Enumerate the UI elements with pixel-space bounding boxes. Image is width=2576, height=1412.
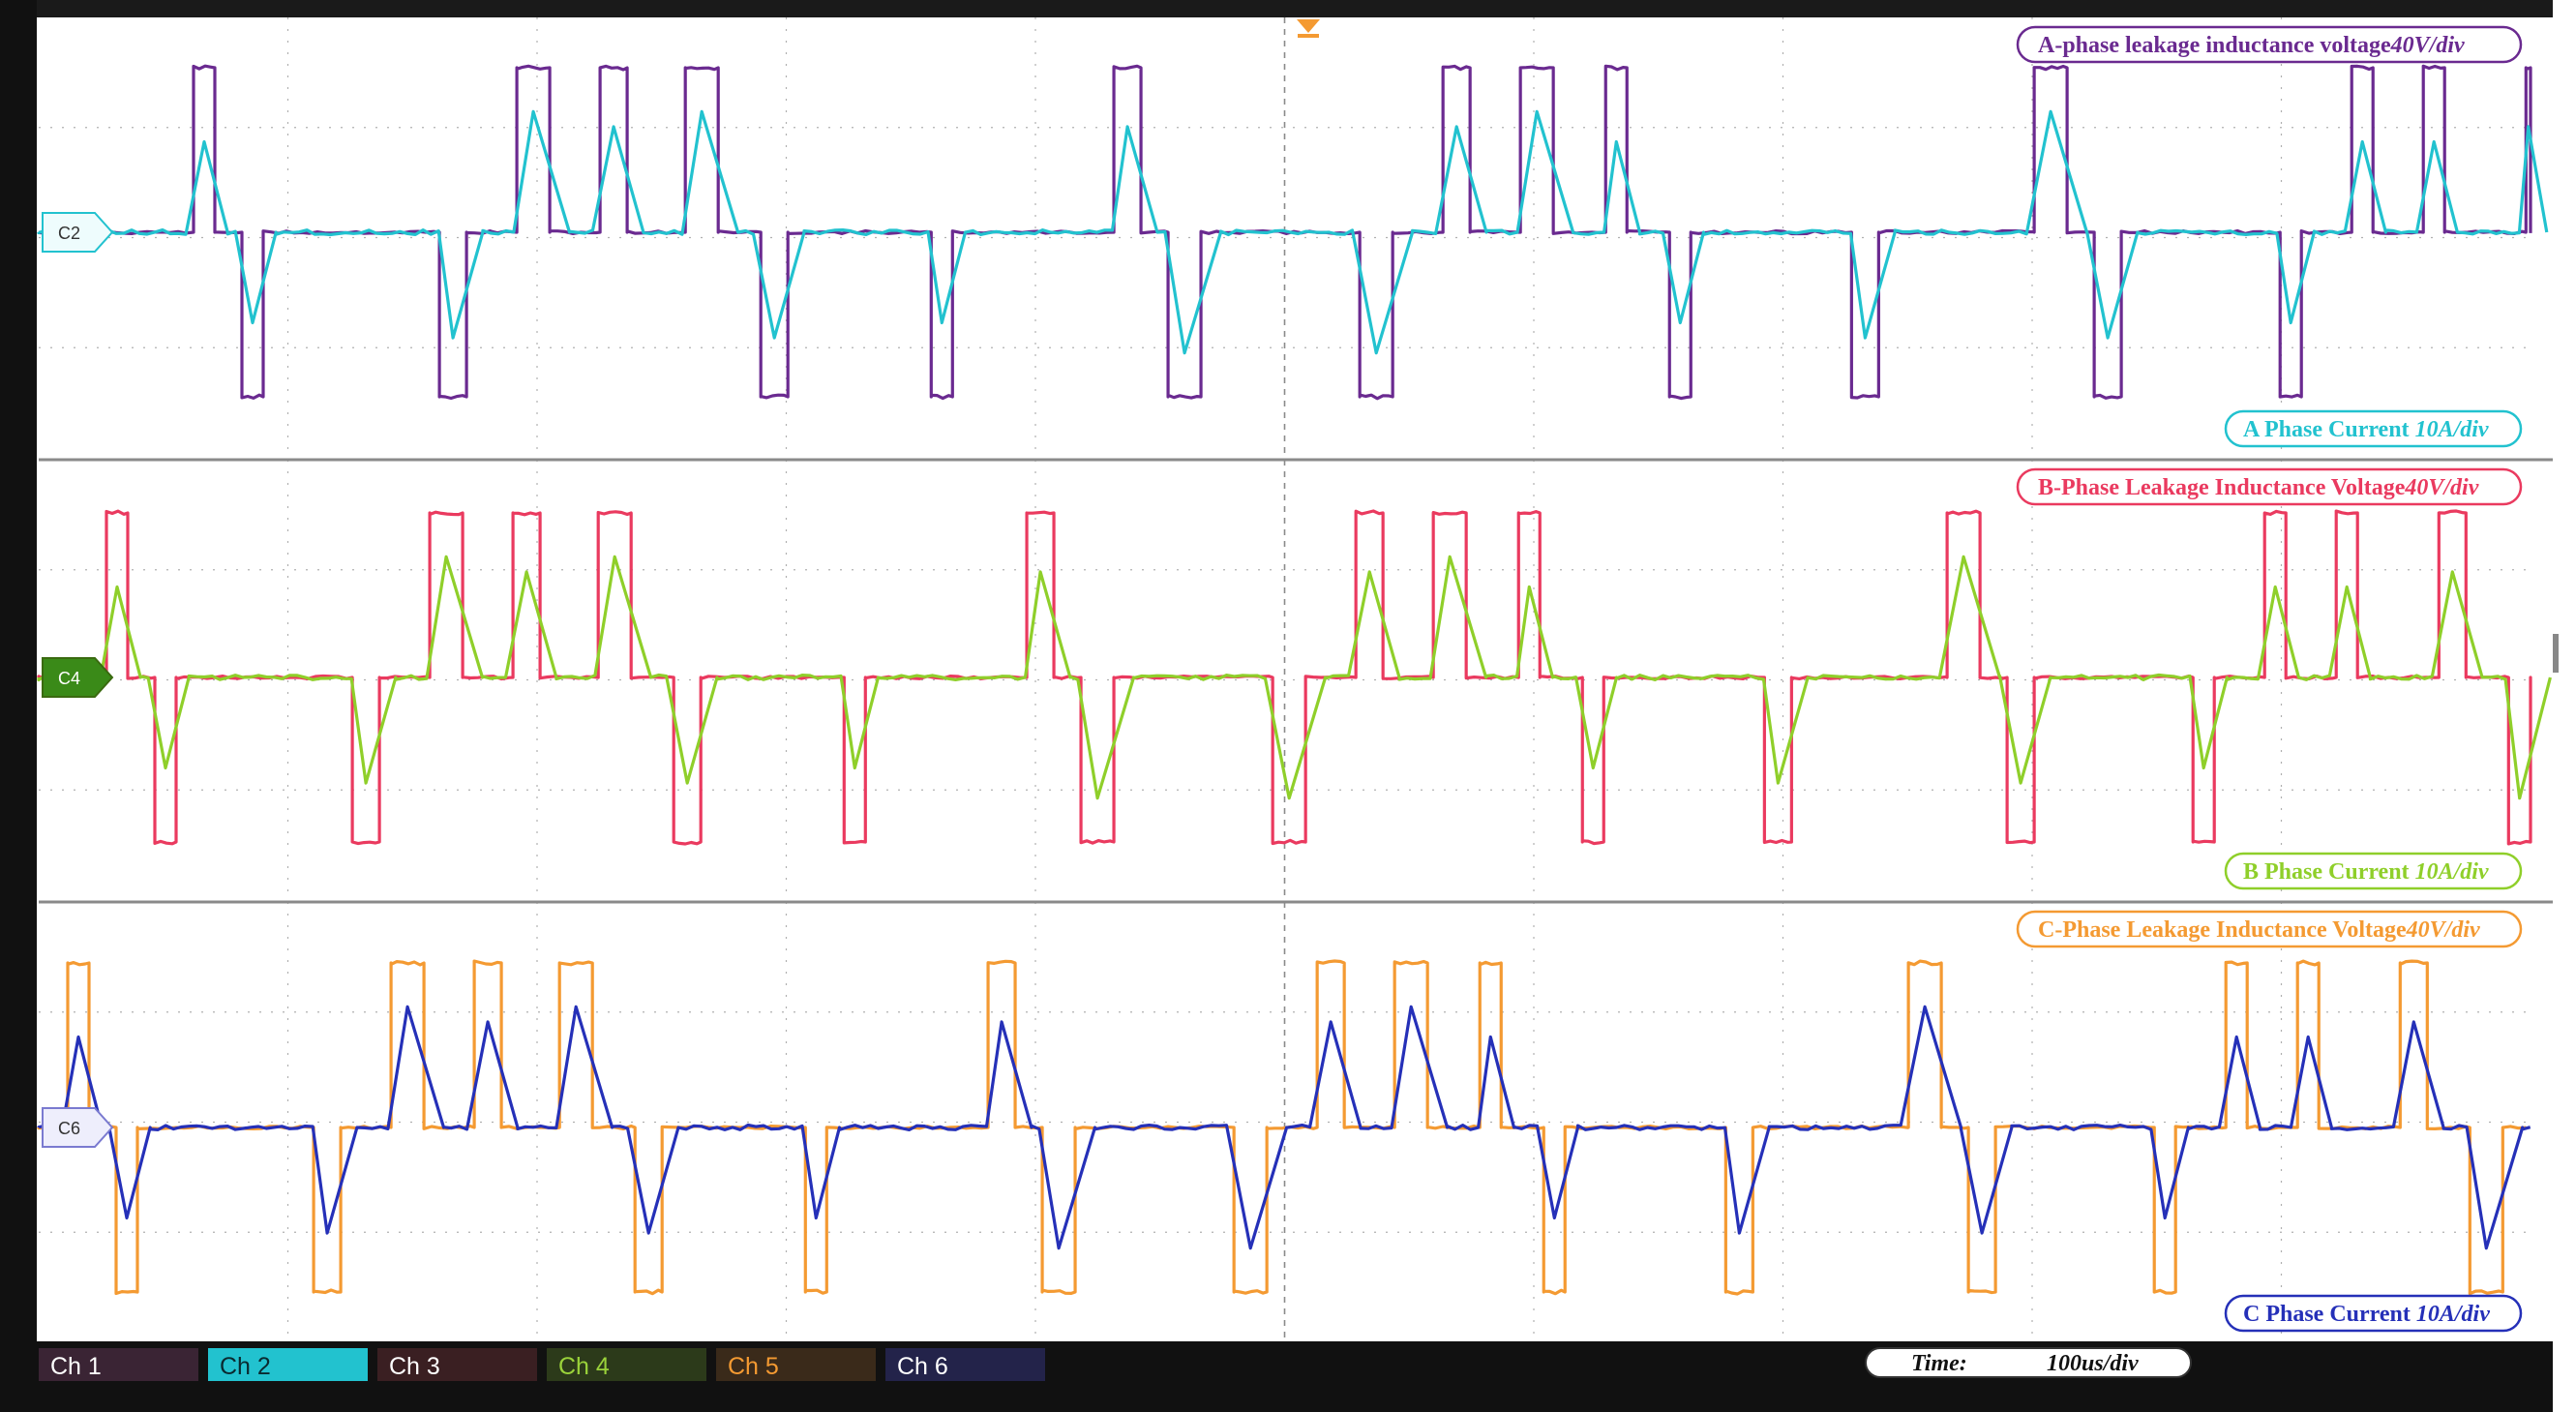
- trigger-marker-icon[interactable]: [1297, 19, 1320, 38]
- tab-label: Ch 2: [220, 1353, 271, 1380]
- tab-label: Ch 5: [728, 1353, 779, 1380]
- marker-shape: [42, 212, 114, 253]
- current-scale: 10A/div: [2415, 859, 2489, 885]
- top-bezel: [37, 0, 2553, 17]
- current-label-text: C Phase Current 10A/div: [2243, 1302, 2490, 1327]
- current-scale: 10A/div: [2416, 1302, 2490, 1327]
- waveforms: [37, 64, 2552, 1296]
- label-pill: [2016, 467, 2523, 506]
- marker-shape: [42, 1107, 114, 1148]
- channel-tabs: Ch 1 Ch 2 Ch 3 Ch 4 Ch 5 Ch 6: [39, 1348, 1045, 1381]
- tab-label: Ch 3: [389, 1353, 440, 1380]
- right-scroll-handle[interactable]: [2553, 634, 2559, 673]
- right-margin: [2553, 0, 2576, 1412]
- tab-background: [716, 1348, 876, 1381]
- timebase-readout[interactable]: Time: 100us/div: [1865, 1347, 2192, 1378]
- channel-marker-c6[interactable]: C6: [42, 1107, 114, 1148]
- current-scale: 10A/div: [2415, 417, 2489, 442]
- tab-label: Ch 1: [50, 1353, 102, 1380]
- voltage-label-text: C-Phase Leakage Inductance Voltage40V/di…: [2038, 917, 2480, 943]
- a-phase-voltage-label: A-phase leakage inductance voltage40V/di…: [2016, 25, 2523, 64]
- channel-markers: C2 C4 C6: [42, 212, 114, 1148]
- channel-tab-1[interactable]: Ch 1: [39, 1348, 198, 1381]
- b-phase-voltage-label: B-Phase Leakage Inductance Voltage40V/di…: [2016, 467, 2523, 506]
- tab-background: [208, 1348, 368, 1381]
- channel-tab-3[interactable]: Ch 3: [377, 1348, 537, 1381]
- channel-marker-c4[interactable]: C4: [42, 657, 114, 698]
- voltage-label-text: A-phase leakage inductance voltage40V/di…: [2038, 33, 2465, 58]
- timebase-label: Time:: [1911, 1351, 1967, 1376]
- tab-label: Ch 4: [558, 1353, 610, 1380]
- tab-label: Ch 6: [897, 1353, 948, 1380]
- label-pill: [2016, 910, 2523, 948]
- tab-background: [547, 1348, 706, 1381]
- channel-tab-2[interactable]: Ch 2: [208, 1348, 368, 1381]
- left-bezel: [0, 0, 37, 1412]
- current-label-text: A Phase Current 10A/div: [2243, 417, 2489, 442]
- voltage-scale: 40V/div: [2404, 475, 2478, 500]
- channel-tab-5[interactable]: Ch 5: [716, 1348, 876, 1381]
- c-phase-voltage-label: C-Phase Leakage Inductance Voltage40V/di…: [2016, 910, 2523, 948]
- tab-background: [39, 1348, 198, 1381]
- marker-shape: [42, 657, 114, 698]
- current-label-text: B Phase Current 10A/div: [2243, 859, 2489, 885]
- trace-labels: A-phase leakage inductance voltage40V/di…: [2016, 25, 2523, 1333]
- label-pill: [2224, 852, 2523, 890]
- marker-label: C6: [58, 1119, 80, 1138]
- marker-label: C4: [58, 669, 80, 688]
- graticule: [39, 17, 2553, 1342]
- voltage-scale: 40V/div: [2406, 917, 2480, 943]
- voltage-label-text: B-Phase Leakage Inductance Voltage40V/di…: [2038, 475, 2479, 500]
- timebase-value: 100us/div: [2047, 1351, 2139, 1376]
- channel-tab-4[interactable]: Ch 4: [547, 1348, 706, 1381]
- voltage-scale: 40V/div: [2390, 33, 2465, 58]
- a-phase-current-trace: [37, 109, 2549, 355]
- c-phase-current-trace: [37, 1005, 2531, 1250]
- b-phase-current-label: B Phase Current 10A/div: [2224, 852, 2523, 890]
- marker-label: C2: [58, 224, 80, 243]
- channel-marker-c2[interactable]: C2: [42, 212, 114, 253]
- label-pill: [2016, 25, 2523, 64]
- tab-background: [377, 1348, 537, 1381]
- label-pill: [2224, 409, 2523, 448]
- channel-tab-6[interactable]: Ch 6: [885, 1348, 1045, 1381]
- label-pill: [2224, 1294, 2523, 1333]
- tab-background: [885, 1348, 1045, 1381]
- c-phase-current-label: C Phase Current 10A/div: [2224, 1294, 2523, 1333]
- b-phase-current-trace: [37, 555, 2552, 800]
- a-phase-current-label: A Phase Current 10A/div: [2224, 409, 2523, 448]
